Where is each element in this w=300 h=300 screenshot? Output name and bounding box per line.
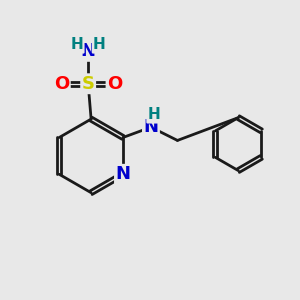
- Text: O: O: [54, 75, 69, 93]
- Text: H: H: [93, 38, 106, 52]
- Text: O: O: [107, 75, 122, 93]
- Text: H: H: [148, 107, 160, 122]
- Text: H: H: [70, 38, 83, 52]
- Text: N: N: [81, 42, 96, 60]
- Text: N: N: [143, 118, 158, 136]
- Text: N: N: [116, 165, 130, 183]
- Text: S: S: [82, 75, 95, 93]
